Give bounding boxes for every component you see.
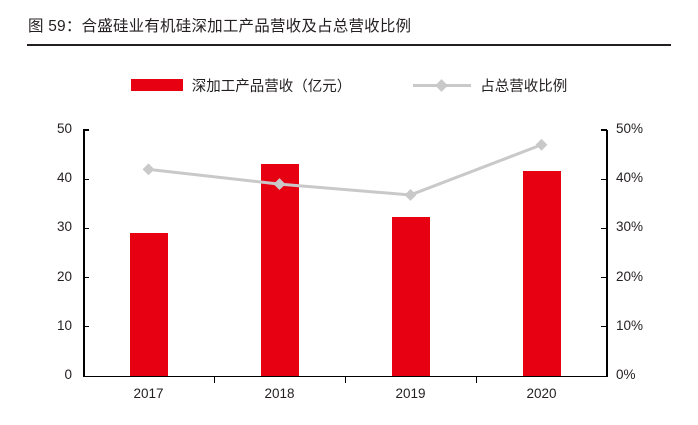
x-label-2019: 2019: [395, 386, 426, 401]
y-label-right-30%: 30%: [616, 219, 644, 235]
y-label-right-20%: 20%: [616, 268, 644, 284]
y-label-left-0: 0: [64, 367, 72, 382]
bar-2017: [129, 233, 168, 376]
y-axis-right-line: [606, 130, 608, 377]
x-tick-2020: [476, 376, 478, 383]
legend-item-revenue: 深加工产品营收（亿元）: [130, 75, 352, 96]
y-tick-right-50%: [601, 129, 607, 131]
y-tick-right-10%: [601, 326, 607, 328]
bar-2019: [391, 216, 430, 376]
y-label-left-10: 10: [56, 317, 72, 333]
x-label-2018: 2018: [264, 386, 295, 401]
y-label-left-40: 40: [56, 170, 72, 186]
y-label-left-30: 30: [56, 219, 72, 235]
page-title: 图 59：合盛硅业有机硅深加工产品营收及占总营收比例: [28, 18, 412, 35]
legend-item-ratio: 占总营收比例: [413, 75, 567, 96]
legend-label-revenue: 深加工产品营收（亿元）: [191, 78, 352, 95]
bar-2020: [522, 170, 561, 376]
title-divider: [27, 44, 671, 46]
legend-red-square-icon: [130, 79, 183, 91]
chart-legend: 深加工产品营收（亿元） 占总营收比例: [0, 72, 698, 98]
y-tick-right-20%: [601, 277, 607, 279]
x-label-2020: 2020: [526, 386, 557, 401]
y-label-right-0%: 0%: [616, 367, 636, 382]
y-tick-right-40%: [601, 178, 607, 180]
y-axis-left-line: [83, 130, 85, 377]
x-tick-2019: [345, 376, 347, 383]
y-label-left-50: 50: [56, 121, 72, 136]
y-tick-left-30: [83, 227, 89, 230]
y-tick-right-30%: [601, 227, 607, 230]
y-label-left-20: 20: [56, 268, 72, 284]
y-tick-left-20: [83, 277, 89, 279]
bar-series-layer: [83, 130, 607, 376]
x-label-2017: 2017: [133, 386, 164, 401]
y-label-right-50%: 50%: [616, 121, 644, 136]
legend-line-diamond-icon: [413, 79, 472, 91]
x-tick-2018: [214, 376, 216, 383]
y-tick-left-40: [83, 178, 89, 180]
y-tick-left-50: [83, 129, 89, 131]
y-label-right-10%: 10%: [616, 317, 644, 333]
bar-2018: [260, 164, 299, 376]
y-label-right-40%: 40%: [616, 170, 644, 186]
legend-label-ratio: 占总营收比例: [480, 78, 568, 95]
y-tick-left-10: [83, 326, 89, 328]
